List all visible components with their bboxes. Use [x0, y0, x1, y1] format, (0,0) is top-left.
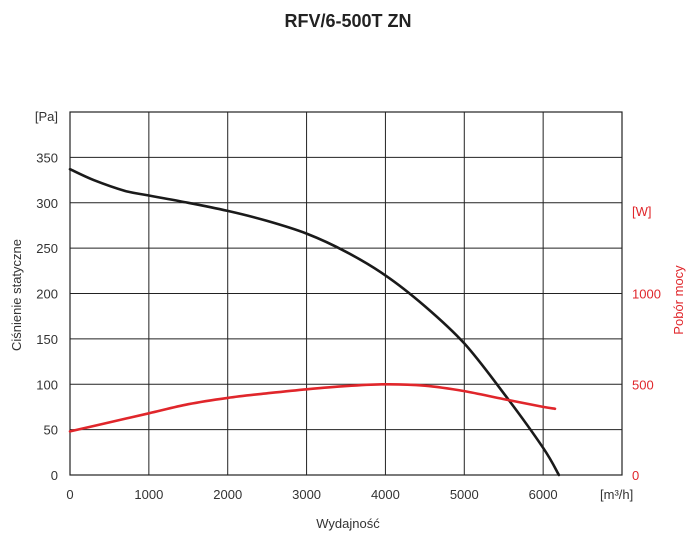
y-tick-label-left: 200: [36, 287, 58, 302]
x-tick-label: 6000: [529, 487, 558, 502]
y-tick-label-left: 250: [36, 241, 58, 256]
y-tick-label-left: 0: [51, 468, 58, 483]
grid: [70, 112, 622, 475]
y-axis-label-right: Pobór mocy: [671, 265, 686, 335]
y-tick-labels-left: 0 50 100 150 200 250 300 350: [36, 150, 58, 483]
y-tick-label-right: 1000: [632, 287, 661, 302]
x-unit: [m³/h]: [600, 487, 633, 502]
chart-title: RFV/6-500T ZN: [284, 11, 411, 31]
y-tick-label-left: 100: [36, 377, 58, 392]
plot-frame: [69, 111, 623, 476]
x-tick-label: 5000: [450, 487, 479, 502]
y-tick-label-left: 50: [44, 423, 58, 438]
series-line-power: [68, 382, 557, 433]
series-line-pressure: [68, 167, 561, 477]
x-tick-label: 2000: [213, 487, 242, 502]
x-tick-label: 3000: [292, 487, 321, 502]
x-tick-label: 0: [66, 487, 73, 502]
y-tick-label-right: 0: [632, 468, 639, 483]
y-unit-right: [W]: [632, 204, 652, 219]
x-tick-labels: 0 1000 2000 3000 4000 5000 6000: [66, 487, 557, 502]
x-tick-label: 1000: [134, 487, 163, 502]
y-unit-left: [Pa]: [35, 109, 58, 124]
y-tick-label-left: 350: [36, 150, 58, 165]
y-tick-label-left: 300: [36, 196, 58, 211]
x-tick-label: 4000: [371, 487, 400, 502]
x-axis-label: Wydajność: [316, 516, 380, 531]
y-axis-label-left: Ciśnienie statyczne: [9, 239, 24, 351]
y-tick-label-right: 500: [632, 377, 654, 392]
series-group: [68, 167, 561, 477]
y-tick-labels-right: 0 500 1000: [632, 287, 661, 484]
y-tick-label-left: 150: [36, 332, 58, 347]
